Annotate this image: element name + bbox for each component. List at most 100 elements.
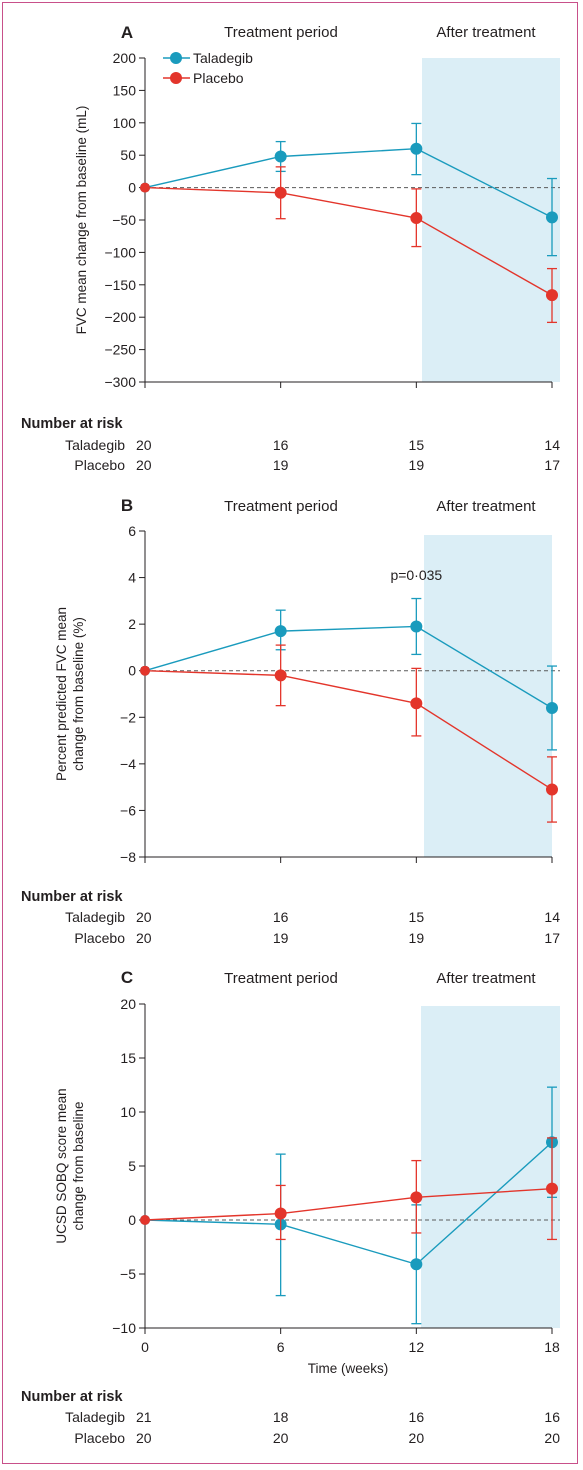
y-tick-label: 6 xyxy=(128,523,136,539)
y-tick-label: −8 xyxy=(120,849,136,865)
risk-count: 20 xyxy=(136,930,152,946)
number-at-risk-table: Number at risk Taladegib 20 16 15 14 Placebo 20… xyxy=(21,416,560,473)
risk-count: 17 xyxy=(544,457,560,473)
y-tick-label: −300 xyxy=(104,374,136,390)
number-at-risk-table: Number at risk Taladegib 20 16 15 14 Placebo 20… xyxy=(21,889,560,946)
y-tick-label: 5 xyxy=(128,1158,136,1174)
panel-letter: A xyxy=(121,23,133,42)
y-tick-label: −2 xyxy=(120,709,136,725)
data-point xyxy=(410,142,423,155)
data-point xyxy=(140,1215,150,1225)
y-tick-label: −100 xyxy=(104,244,136,260)
risk-table-title: Number at risk xyxy=(21,889,123,905)
risk-count: 20 xyxy=(136,437,152,453)
risk-row-label: Placebo xyxy=(74,457,125,473)
y-tick-label: 100 xyxy=(113,115,137,131)
data-point xyxy=(546,783,558,796)
data-point xyxy=(274,186,287,199)
y-tick-label: −50 xyxy=(112,212,136,228)
x-tick-label: 12 xyxy=(409,1339,425,1355)
risk-count: 14 xyxy=(544,437,560,453)
risk-table-title: Number at risk xyxy=(21,1389,123,1405)
risk-row-label: Taladegib xyxy=(65,437,125,453)
y-tick-label: −10 xyxy=(112,1320,136,1336)
risk-count: 15 xyxy=(409,909,425,925)
risk-row-label: Taladegib xyxy=(65,909,125,925)
series-line xyxy=(144,625,553,709)
risk-count: 19 xyxy=(273,457,289,473)
data-point xyxy=(410,1258,423,1271)
panel-letter: C xyxy=(121,968,133,987)
data-point xyxy=(410,1191,423,1204)
y-axis-title: Percent predicted FVC mean change from ba… xyxy=(54,607,86,781)
y-tick-label: 10 xyxy=(120,1104,136,1120)
risk-count: 16 xyxy=(273,437,289,453)
series-placebo xyxy=(140,644,558,823)
y-tick-label: 50 xyxy=(120,147,136,163)
risk-count: 20 xyxy=(273,1430,289,1446)
legend-marker xyxy=(170,52,182,64)
x-tick-label: 0 xyxy=(141,1339,149,1355)
legend-label: Placebo xyxy=(193,70,244,86)
treatment-period-label: Treatment period xyxy=(224,970,338,987)
x-axis-title: Time (weeks) xyxy=(308,1361,389,1376)
data-point xyxy=(274,625,287,638)
y-tick-label: 150 xyxy=(113,82,137,98)
series-taladegib xyxy=(140,597,558,751)
y-tick-label: 0 xyxy=(128,663,136,679)
treatment-period-label: Treatment period xyxy=(224,24,338,41)
risk-count: 21 xyxy=(136,1409,152,1425)
data-point xyxy=(410,212,423,225)
risk-count: 20 xyxy=(409,1430,425,1446)
y-tick-label: −150 xyxy=(104,277,136,293)
y-tick-label: −250 xyxy=(104,342,136,358)
risk-count: 20 xyxy=(136,1430,152,1446)
data-point xyxy=(410,620,423,633)
number-at-risk-table: Number at risk Taladegib 21 18 16 16 Placebo 20… xyxy=(21,1389,560,1446)
risk-count: 19 xyxy=(273,930,289,946)
panel-letter: B xyxy=(121,496,133,515)
data-point xyxy=(140,665,150,676)
y-tick-label: 0 xyxy=(128,180,136,196)
risk-count: 20 xyxy=(136,457,152,473)
series-line xyxy=(144,148,553,219)
series-placebo xyxy=(140,1137,558,1241)
y-tick-label: −4 xyxy=(120,756,136,772)
after-treatment-shade xyxy=(422,58,560,382)
data-point xyxy=(140,182,150,193)
after-treatment-shade xyxy=(424,535,552,857)
panel-c: C Treatment period After treatment 20 15 10 5 0… xyxy=(21,968,560,1446)
risk-count: 19 xyxy=(409,457,425,473)
panel-a: A Treatment period After treatment20015010… xyxy=(21,23,560,473)
series-placebo xyxy=(140,166,558,324)
risk-count: 20 xyxy=(136,909,152,925)
y-axis-title: UCSD SOBQ score mean change from baseline xyxy=(54,1088,86,1243)
risk-count: 15 xyxy=(409,437,425,453)
y-tick-label: 2 xyxy=(128,616,136,632)
risk-count: 16 xyxy=(409,1409,425,1425)
risk-row-label: Placebo xyxy=(74,930,125,946)
series-line xyxy=(144,186,553,296)
risk-count: 20 xyxy=(544,1430,560,1446)
p-value-annotation: p=0·035 xyxy=(390,567,442,583)
data-point xyxy=(274,669,287,682)
risk-table-title: Number at risk xyxy=(21,416,123,432)
series-line xyxy=(144,670,553,791)
series-line xyxy=(144,1187,553,1221)
y-tick-label: 20 xyxy=(120,996,136,1012)
y-tick-label: 15 xyxy=(120,1050,136,1066)
data-point xyxy=(546,701,558,714)
risk-count: 19 xyxy=(409,930,425,946)
risk-count: 14 xyxy=(544,909,560,925)
x-tick-label: 6 xyxy=(277,1339,285,1355)
treatment-period-label: Treatment period xyxy=(224,498,338,515)
y-tick-label: 4 xyxy=(128,570,136,586)
risk-count: 16 xyxy=(544,1409,560,1425)
after-treatment-shade xyxy=(421,1006,560,1328)
panel-b: B Treatment period After treatment6420−2−4… xyxy=(21,496,560,946)
data-point xyxy=(546,1182,558,1195)
y-tick-label: −5 xyxy=(120,1266,136,1282)
legend-marker xyxy=(170,72,182,84)
series-line xyxy=(144,1141,553,1266)
